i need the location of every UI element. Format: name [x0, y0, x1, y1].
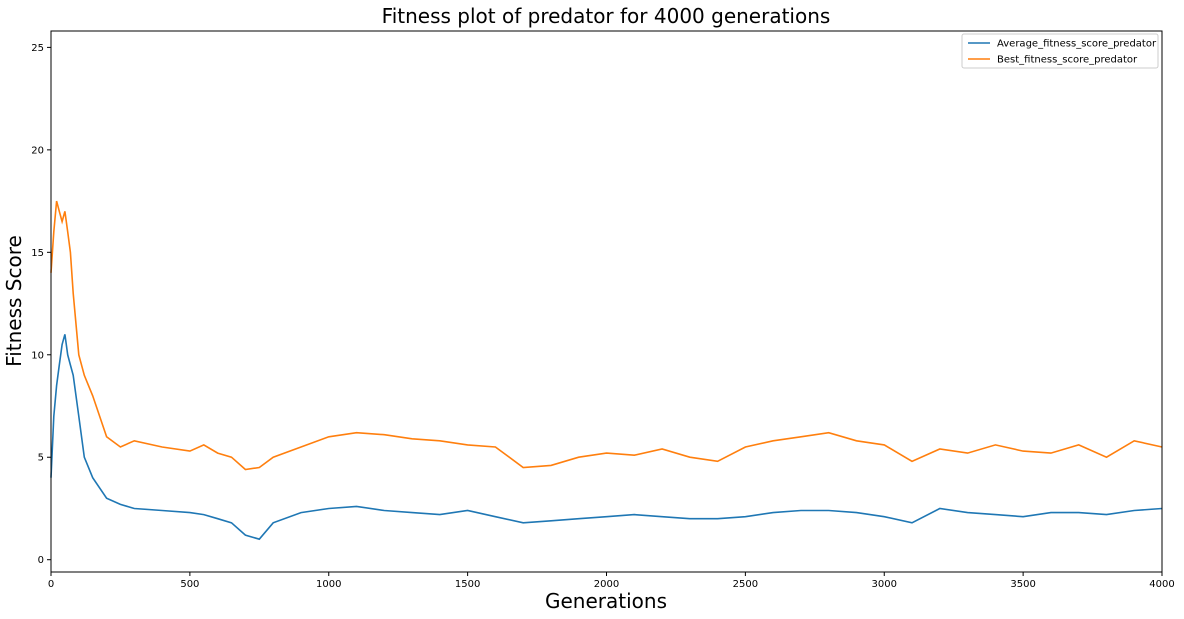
legend-label-average: Average_fitness_score_predator [997, 39, 1157, 50]
x-tick-label-0: 0 [48, 579, 54, 590]
x-tick-label-5: 2500 [733, 579, 758, 590]
series-line-0 [50, 334, 1163, 541]
x-axis-ticks: 0 500 1000 1500 2000 2500 3000 3500 4000 [48, 572, 1175, 590]
y-axis-title: Fitness Score [2, 235, 26, 367]
x-axis-title: Generations [545, 589, 667, 613]
y-tick-label-5: 25 [31, 43, 44, 54]
x-tick-label-1: 500 [180, 579, 199, 590]
x-tick-label-2: 1000 [316, 579, 341, 590]
chart-title: Fitness plot of predator for 4000 genera… [382, 4, 831, 28]
y-tick-label-2: 10 [31, 350, 44, 361]
x-tick-label-8: 4000 [1149, 579, 1174, 590]
y-tick-label-0: 0 [38, 555, 44, 566]
x-tick-label-7: 3500 [1010, 579, 1035, 590]
plot-area [50, 200, 1163, 541]
y-tick-label-3: 15 [31, 248, 44, 259]
legend-label-best: Best_fitness_score_predator [997, 55, 1138, 66]
y-tick-label-4: 20 [31, 145, 44, 156]
legend: Average_fitness_score_predator Best_fitn… [961, 33, 1159, 69]
x-tick-label-3: 1500 [455, 579, 480, 590]
x-tick-label-4: 2000 [594, 579, 619, 590]
axes-frame [50, 30, 1163, 573]
x-tick-label-6: 3000 [872, 579, 897, 590]
legend-box [961, 33, 1159, 69]
y-axis-ticks: 0 5 10 15 20 25 [31, 43, 51, 566]
y-tick-label-1: 5 [38, 453, 44, 464]
series-line-1 [50, 200, 1163, 471]
